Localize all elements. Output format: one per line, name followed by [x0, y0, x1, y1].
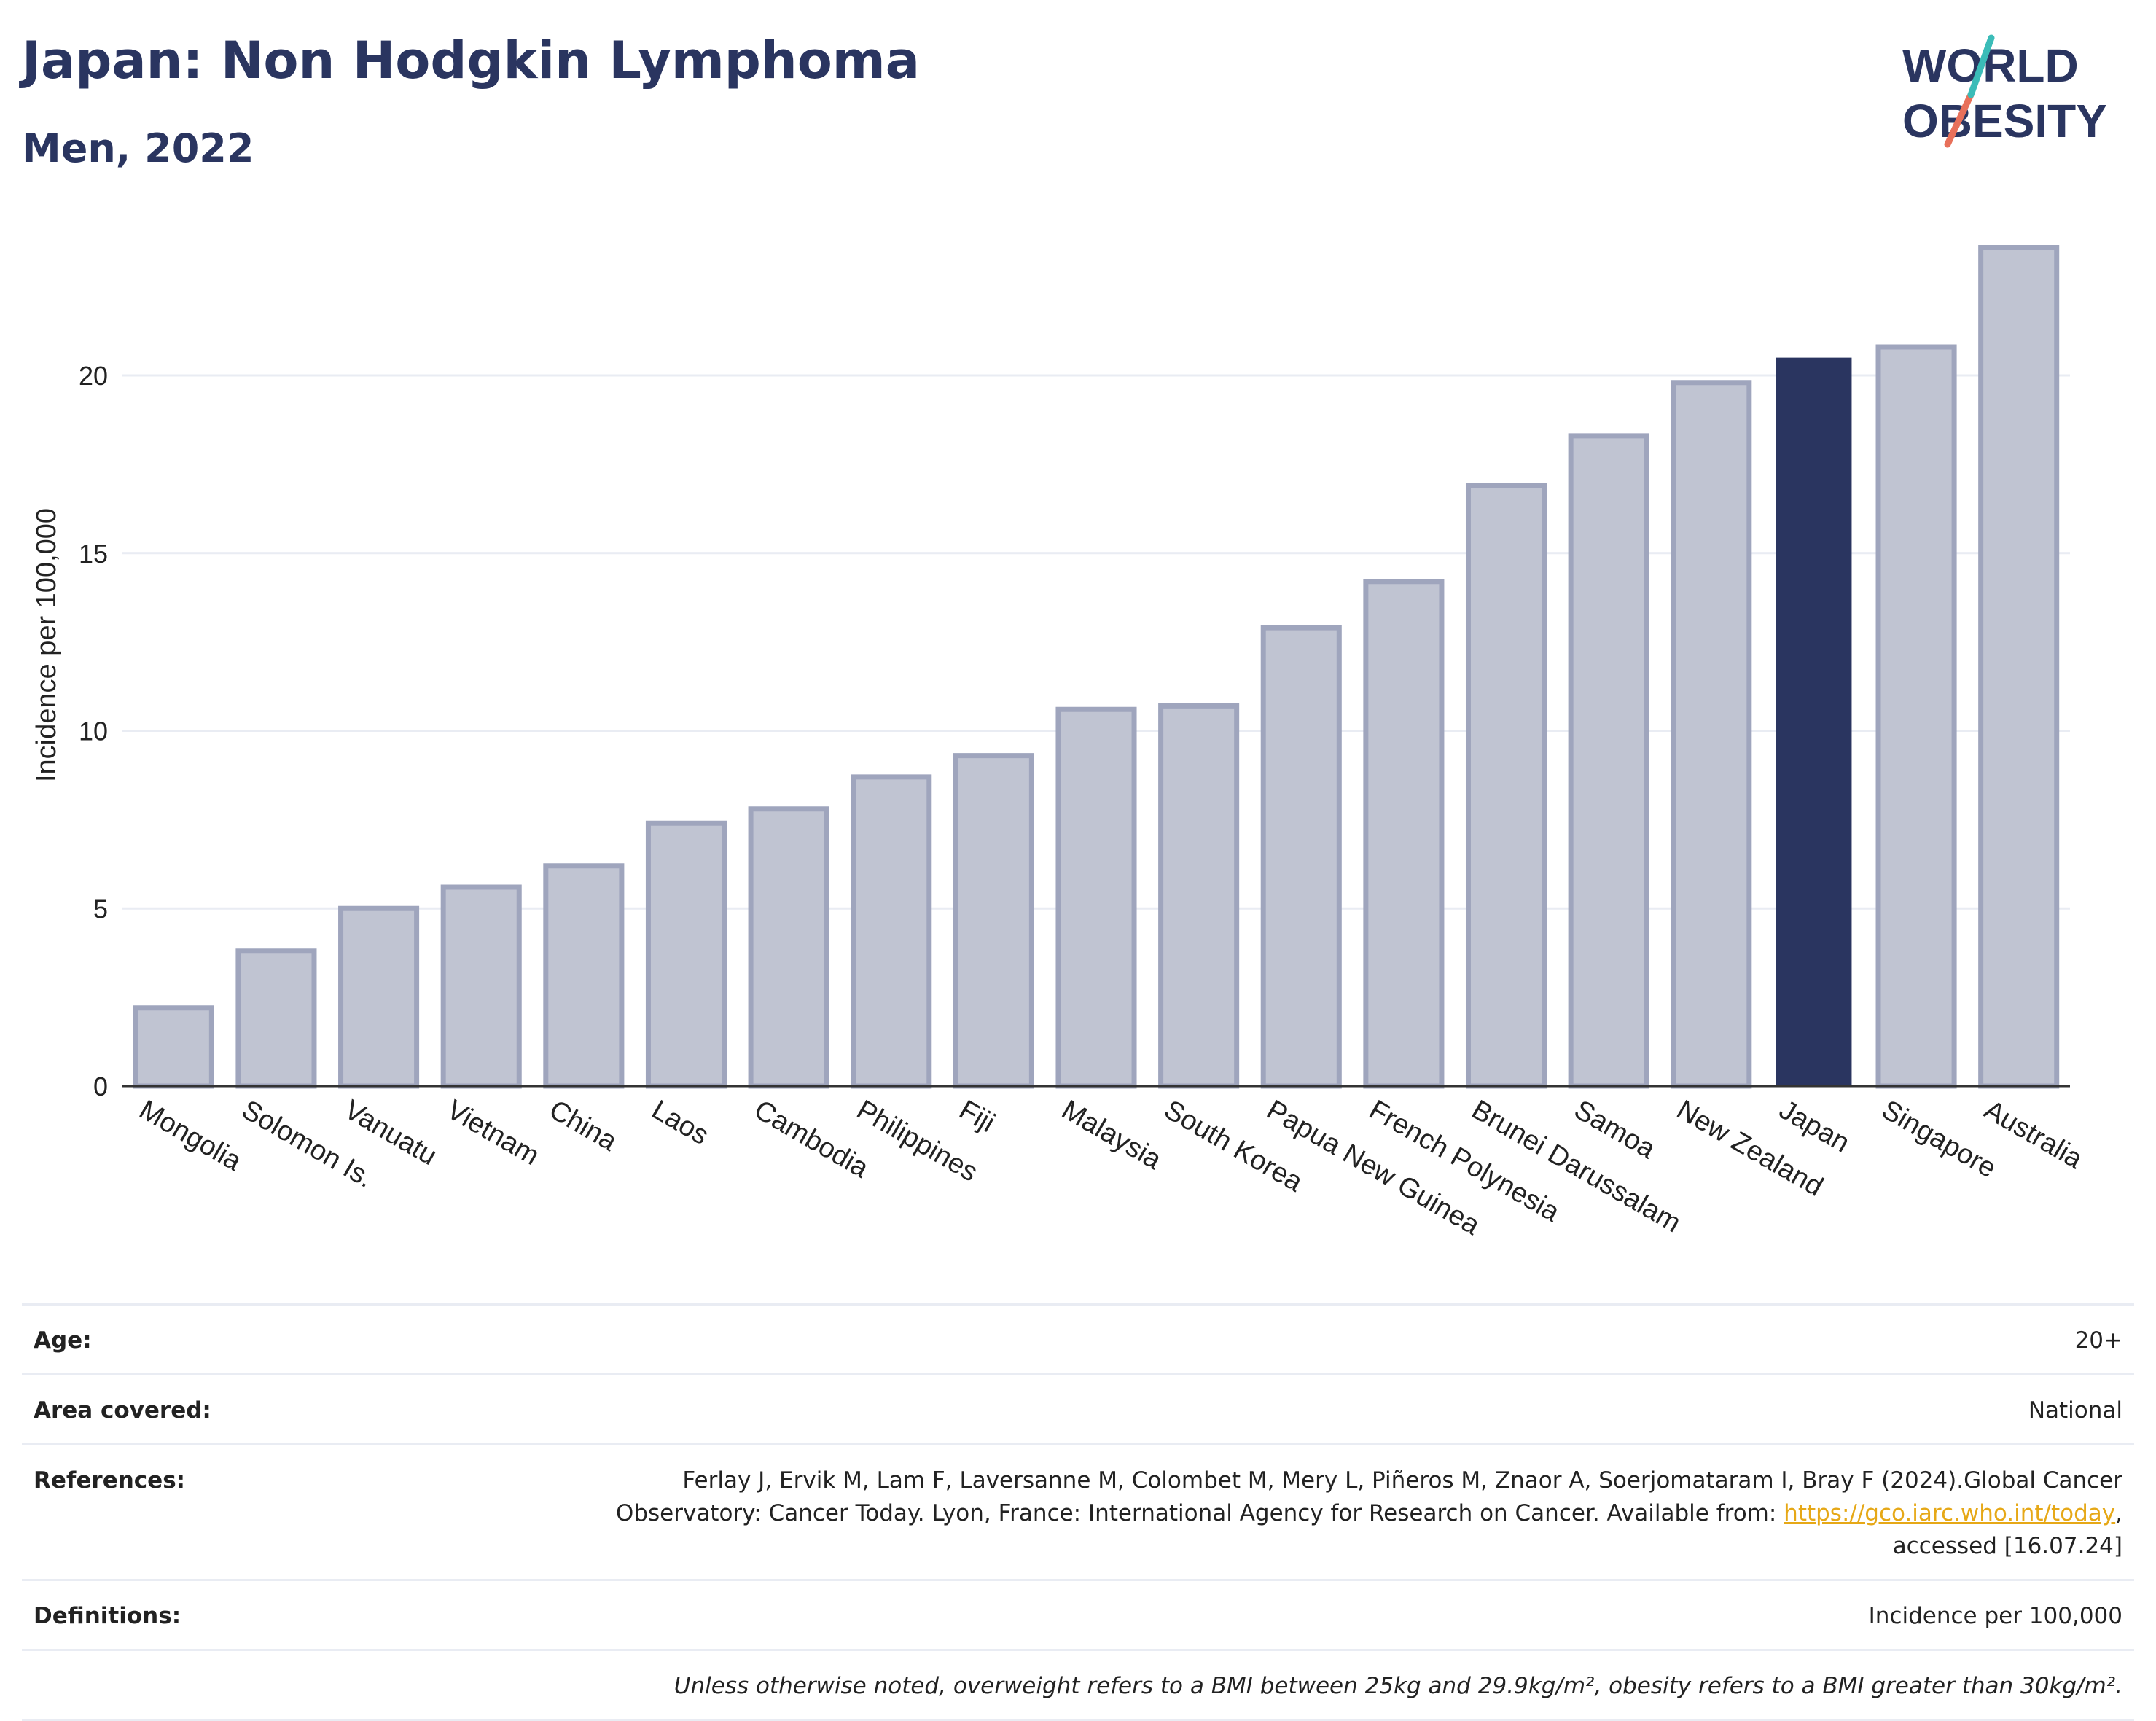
bar-cambodia: [748, 806, 829, 1089]
area-label: Area covered:: [34, 1397, 211, 1424]
y-tick-label: 10: [79, 717, 108, 746]
bar-singapore: [1875, 344, 1957, 1089]
bar-japan: [1776, 357, 1852, 1086]
references-line-3: accessed [16.07.24]: [1892, 1533, 2122, 1559]
page-subtitle: Men, 2022: [22, 125, 254, 171]
area-value: National: [2028, 1397, 2122, 1424]
references-line-2: Observatory: Cancer Today. Lyon, France:…: [615, 1500, 1784, 1526]
references-label: References:: [34, 1467, 186, 1494]
bar-south-korea: [1158, 703, 1240, 1089]
bmi-note: Unless otherwise noted, overweight refer…: [673, 1673, 2122, 1699]
bar-malaysia: [1055, 706, 1137, 1089]
references-line-1: Ferlay J, Ervik M, Lam F, Laversanne M, …: [682, 1467, 2122, 1494]
logo-slash-teal: [1967, 34, 1995, 98]
y-tick-label: 15: [79, 539, 108, 569]
references-value: Ferlay J, Ervik M, Lam F, Laversanne M, …: [616, 1464, 2122, 1563]
info-row-area: Area covered: National: [22, 1373, 2134, 1443]
info-row-definitions: Definitions: Incidence per 100,000: [22, 1579, 2134, 1649]
y-axis-label: Incidence per 100,000: [31, 508, 62, 782]
bar-fiji: [953, 753, 1034, 1089]
x-tick-label: Vietnam: [442, 1094, 544, 1171]
page-title: Japan: Non Hodgkin Lymphoma: [22, 31, 920, 90]
info-row-references: References: Ferlay J, Ervik M, Lam F, La…: [22, 1443, 2134, 1579]
x-tick-label: Singapore: [1877, 1094, 2001, 1184]
bar-brunei-darussalam: [1465, 483, 1547, 1089]
y-tick-label: 20: [79, 361, 108, 391]
x-tick-label: Fiji: [954, 1094, 1000, 1139]
bar-philippines: [851, 774, 932, 1089]
bar-french-polynesia: [1363, 579, 1445, 1089]
bar-vietnam: [440, 884, 522, 1089]
world-obesity-logo: WORLD OBESITY: [1902, 34, 2107, 148]
logo-line-2: OBESITY: [1902, 95, 2107, 147]
bar-mongolia: [133, 1005, 214, 1089]
bar-vanuatu: [338, 905, 420, 1089]
info-row-age: Age: 20+: [22, 1303, 2134, 1373]
definitions-label: Definitions:: [34, 1603, 181, 1629]
x-tick-label: China: [544, 1094, 622, 1157]
x-tick-label: Malaysia: [1057, 1094, 1168, 1176]
x-tick-label: Laos: [647, 1094, 714, 1151]
bar-new-zealand: [1671, 380, 1752, 1089]
definitions-value: Incidence per 100,000: [1868, 1603, 2122, 1629]
references-link[interactable]: https://gco.iarc.who.int/today: [1784, 1500, 2116, 1526]
y-tick-label: 5: [93, 894, 108, 924]
info-table: Age: 20+ Area covered: National Referenc…: [22, 1303, 2134, 1721]
x-tick-label: Mongolia: [134, 1094, 247, 1177]
age-value: 20+: [2074, 1327, 2122, 1354]
bar-china: [543, 863, 625, 1089]
bar-laos: [645, 820, 727, 1089]
references-comma: ,: [2115, 1500, 2122, 1526]
bars: [133, 245, 2060, 1089]
bar-papua-new-guinea: [1260, 625, 1342, 1089]
logo-slash-red: [1944, 91, 1975, 148]
y-tick-label: 0: [93, 1072, 108, 1101]
bar-samoa: [1568, 433, 1649, 1089]
bar-solomon-is: [235, 948, 317, 1089]
x-tick-label: Cambodia: [749, 1094, 875, 1184]
age-label: Age:: [34, 1327, 92, 1354]
info-row-note: Unless otherwise noted, overweight refer…: [22, 1649, 2134, 1721]
bar-australia: [1978, 245, 2060, 1089]
x-tick-label: Japan: [1774, 1094, 1855, 1158]
